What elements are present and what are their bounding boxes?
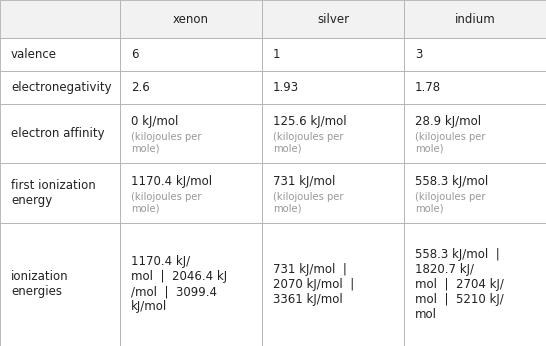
Text: indium: indium [455, 13, 495, 26]
Bar [120, 38, 262, 71]
Bar [120, 71, 262, 104]
Text: (kilojoules per
mole): (kilojoules per mole) [273, 132, 343, 154]
Text: 1170.4 kJ/mol: 1170.4 kJ/mol [131, 175, 212, 188]
Bar [404, 38, 546, 71]
Bar [404, 71, 546, 104]
Text: electron affinity: electron affinity [11, 127, 104, 140]
Bar [262, 163, 404, 223]
Text: 731 kJ/mol  |
2070 kJ/mol  |
3361 kJ/mol: 731 kJ/mol | 2070 kJ/mol | 3361 kJ/mol [273, 263, 354, 306]
Bar [0, 0, 120, 38]
Text: (kilojoules per
mole): (kilojoules per mole) [273, 192, 343, 213]
Bar [120, 0, 262, 38]
Bar [262, 38, 404, 71]
Bar [0, 38, 120, 71]
Text: silver: silver [317, 13, 349, 26]
Text: 1.78: 1.78 [415, 81, 441, 94]
Text: 558.3 kJ/mol: 558.3 kJ/mol [415, 175, 488, 188]
Bar [404, 163, 546, 223]
Text: xenon: xenon [173, 13, 209, 26]
Text: (kilojoules per
mole): (kilojoules per mole) [131, 192, 201, 213]
Text: (kilojoules per
mole): (kilojoules per mole) [415, 192, 485, 213]
Text: 125.6 kJ/mol: 125.6 kJ/mol [273, 115, 347, 128]
Text: (kilojoules per
mole): (kilojoules per mole) [131, 132, 201, 154]
Text: 6: 6 [131, 48, 139, 61]
Text: first ionization
energy: first ionization energy [11, 179, 96, 207]
Text: 1170.4 kJ/
mol  |  2046.4 kJ
/mol  |  3099.4
kJ/mol: 1170.4 kJ/ mol | 2046.4 kJ /mol | 3099.4… [131, 255, 227, 313]
Text: 0 kJ/mol: 0 kJ/mol [131, 115, 179, 128]
Bar [262, 0, 404, 38]
Bar [262, 104, 404, 163]
Bar [0, 163, 120, 223]
Bar [404, 223, 546, 346]
Text: 731 kJ/mol: 731 kJ/mol [273, 175, 335, 188]
Bar [120, 163, 262, 223]
Text: 2.6: 2.6 [131, 81, 150, 94]
Bar [262, 71, 404, 104]
Text: (kilojoules per
mole): (kilojoules per mole) [415, 132, 485, 154]
Text: electronegativity: electronegativity [11, 81, 111, 94]
Bar [120, 104, 262, 163]
Text: 3: 3 [415, 48, 423, 61]
Text: 1: 1 [273, 48, 281, 61]
Bar [0, 71, 120, 104]
Bar [262, 223, 404, 346]
Bar [120, 223, 262, 346]
Text: 1.93: 1.93 [273, 81, 299, 94]
Bar [404, 104, 546, 163]
Bar [404, 0, 546, 38]
Bar [0, 223, 120, 346]
Bar [0, 104, 120, 163]
Text: valence: valence [11, 48, 57, 61]
Text: 558.3 kJ/mol  |
1820.7 kJ/
mol  |  2704 kJ/
mol  |  5210 kJ/
mol: 558.3 kJ/mol | 1820.7 kJ/ mol | 2704 kJ/… [415, 248, 504, 321]
Text: ionization
energies: ionization energies [11, 271, 69, 299]
Text: 28.9 kJ/mol: 28.9 kJ/mol [415, 115, 481, 128]
